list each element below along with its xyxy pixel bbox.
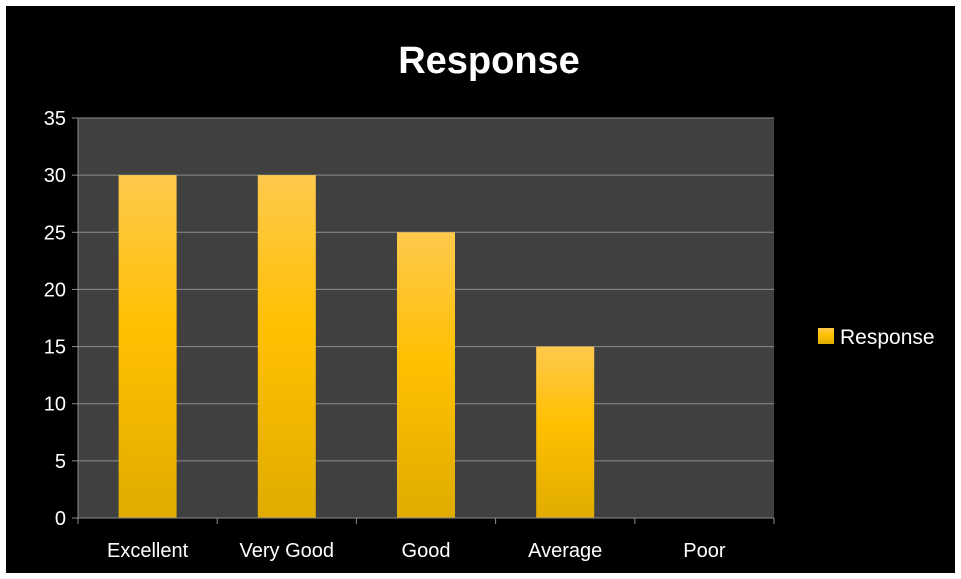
legend-swatch [818, 328, 834, 344]
x-tick-label: Good [402, 540, 451, 562]
y-tick-label: 25 [44, 222, 66, 244]
y-tick-label: 30 [44, 165, 66, 187]
x-axis-ticks: Excellent Very Good Good Average Poor [107, 540, 726, 562]
x-tick-label: Average [528, 540, 602, 562]
x-tick-label: Very Good [240, 540, 335, 562]
y-tick-label: 0 [55, 508, 66, 530]
y-tick-label: 15 [44, 337, 66, 359]
bar-chart: Response 0 5 10 15 20 25 30 35 Excellent Very Go… [44, 40, 935, 562]
chart-title: Response [398, 40, 580, 82]
x-tick-label: Excellent [107, 540, 189, 562]
legend: Response [818, 326, 935, 349]
y-tick-label: 20 [44, 279, 66, 301]
chart-container: Response 0 5 10 15 20 25 30 35 Excellent Very Go… [6, 6, 955, 573]
bar-excellent [118, 175, 177, 518]
legend-label: Response [840, 326, 935, 349]
bar-average [536, 346, 595, 518]
bar-good [397, 232, 455, 519]
bar-very-good [257, 175, 316, 518]
y-tick-label: 10 [44, 394, 66, 416]
axes [72, 117, 775, 524]
y-tick-label: 35 [44, 108, 66, 130]
y-tick-label: 5 [55, 451, 66, 473]
y-axis-ticks: 0 5 10 15 20 25 30 35 [44, 108, 66, 530]
x-tick-label: Poor [683, 540, 726, 562]
bars [118, 175, 595, 519]
